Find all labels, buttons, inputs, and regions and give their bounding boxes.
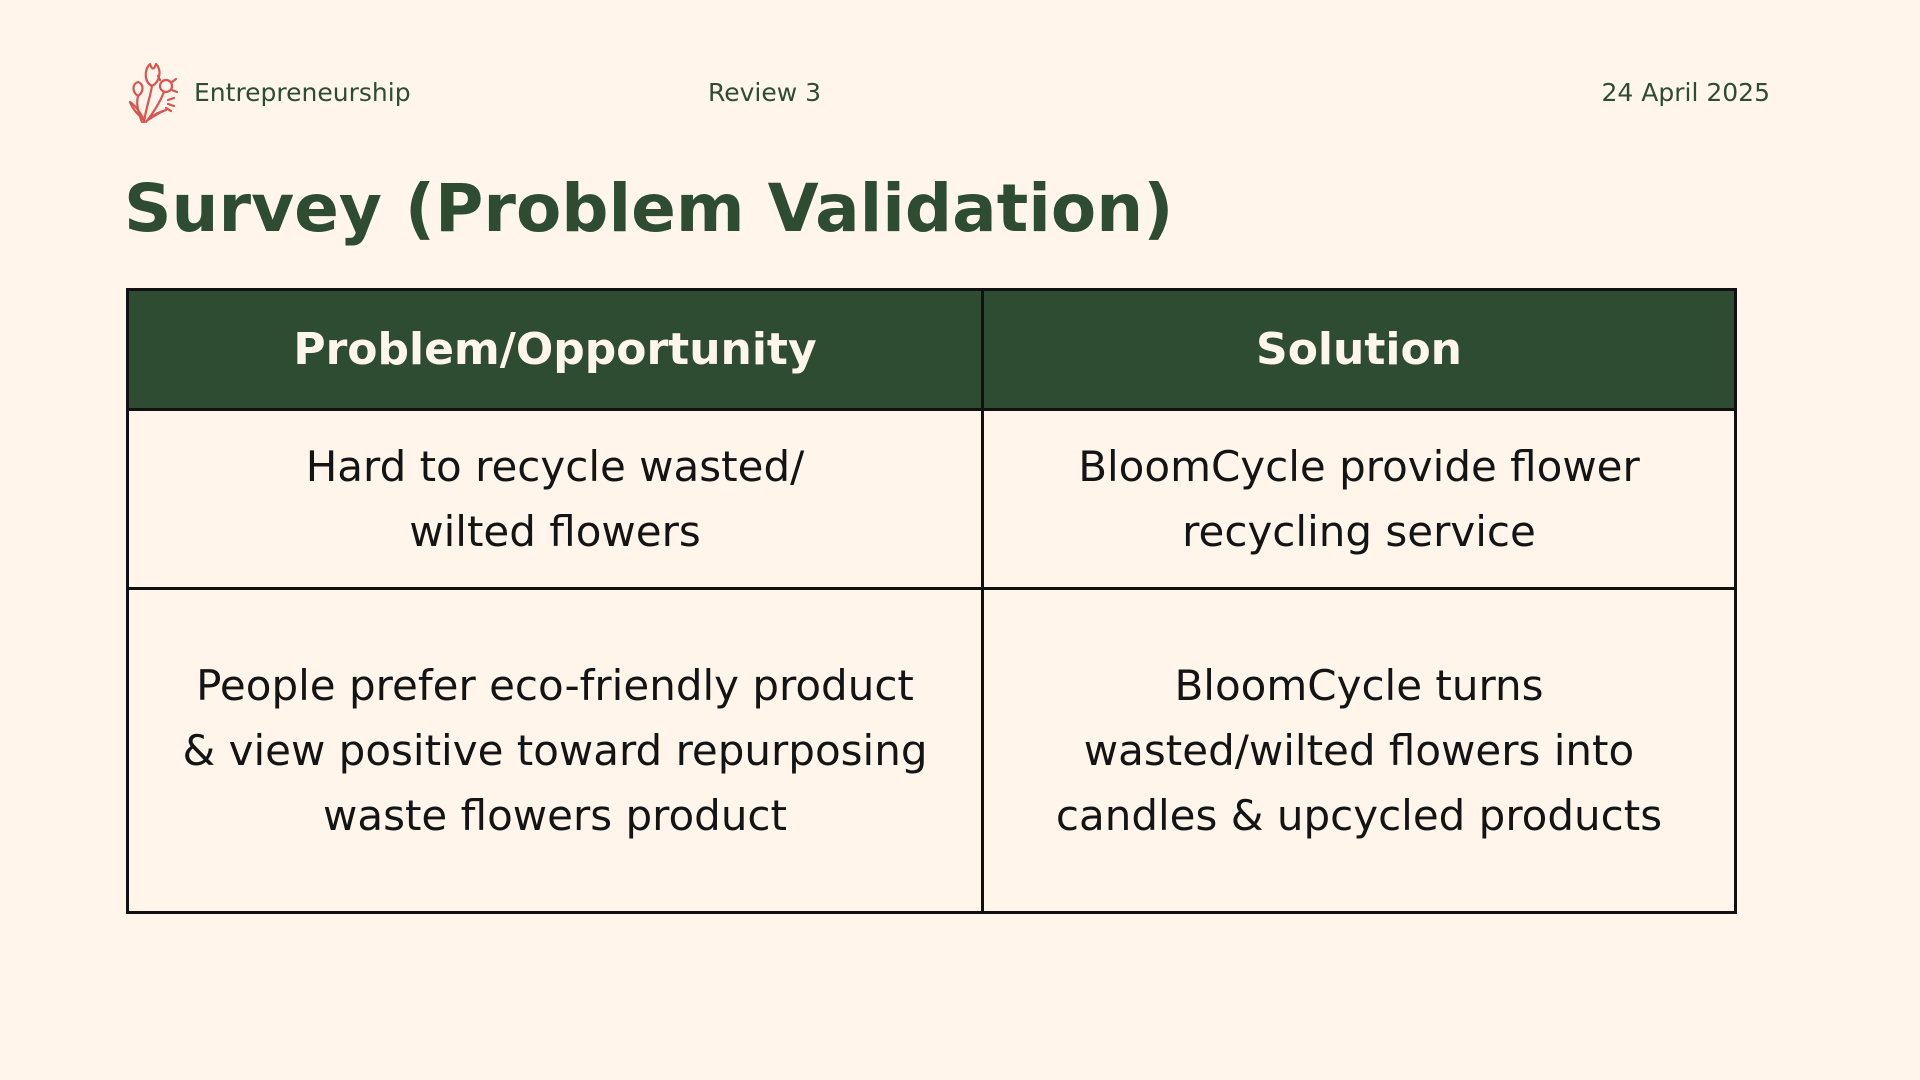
table-cell: BloomCycle provide flower recycling serv… xyxy=(981,408,1737,590)
date-label: 24 April 2025 xyxy=(1601,78,1770,107)
table-cell: People prefer eco-friendly product & vie… xyxy=(126,587,984,914)
review-label: Review 3 xyxy=(708,78,822,107)
header-solution: Solution xyxy=(981,288,1737,411)
header-problem-opportunity: Problem/Opportunity xyxy=(126,288,984,411)
table-cell: Hard to recycle wasted/ wilted flowers xyxy=(126,408,984,590)
table-header-row: Problem/Opportunity Solution xyxy=(126,288,1737,411)
cell-text: Hard to recycle wasted/ wilted flowers xyxy=(305,442,805,556)
flower-bouquet-icon xyxy=(128,62,179,124)
slide-title: Survey (Problem Validation) xyxy=(124,170,1174,247)
table-cell: BloomCycle turns wasted/wilted flowers i… xyxy=(981,587,1737,914)
brand-label: Entrepreneurship xyxy=(194,77,411,107)
slide-header: Entrepreneurship Review 3 24 April 2025 xyxy=(124,56,1770,126)
table-row: Hard to recycle wasted/ wilted flowers B… xyxy=(126,408,1737,590)
cell-text: BloomCycle turns wasted/wilted flowers i… xyxy=(1055,661,1663,840)
table-row: People prefer eco-friendly product & vie… xyxy=(126,587,1737,914)
brand: Entrepreneurship xyxy=(124,56,411,126)
cell-text: People prefer eco-friendly product & vie… xyxy=(182,661,928,840)
validation-table: Problem/Opportunity Solution Hard to rec… xyxy=(126,288,1737,914)
cell-text: BloomCycle provide flower recycling serv… xyxy=(1078,442,1640,556)
